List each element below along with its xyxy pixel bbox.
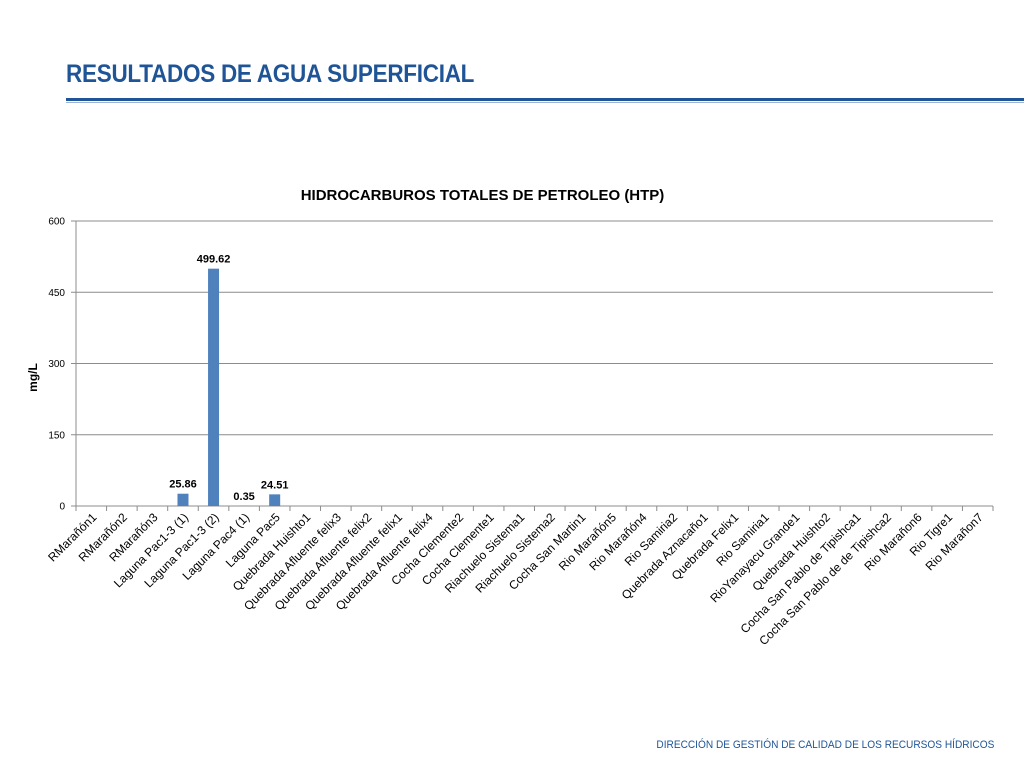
- bar: [177, 493, 189, 506]
- y-axis-label: mg/L: [26, 363, 40, 392]
- title-underline: [66, 98, 1024, 101]
- bar: [269, 494, 281, 506]
- title-underline-thin: [66, 102, 1024, 103]
- y-tick-label: 0: [59, 502, 65, 513]
- footer-text: DIRECCIÓN DE GESTIÓN DE CALIDAD DE LOS R…: [656, 739, 994, 751]
- y-tick-label: 300: [48, 359, 65, 370]
- data-label: 499.62: [197, 254, 231, 266]
- chart-title: HIDROCARBUROS TOTALES DE PETROLEO (HTP): [301, 187, 665, 204]
- data-label: 25.86: [169, 479, 197, 491]
- slide-title: RESULTADOS DE AGUA SUPERFICIAL: [66, 60, 475, 88]
- data-label: 0.35: [233, 491, 254, 503]
- y-tick-label: 150: [48, 430, 65, 441]
- bar: [208, 268, 220, 506]
- data-label: 24.51: [261, 479, 289, 491]
- y-tick-label: 450: [48, 288, 65, 299]
- y-tick-label: 600: [48, 217, 65, 228]
